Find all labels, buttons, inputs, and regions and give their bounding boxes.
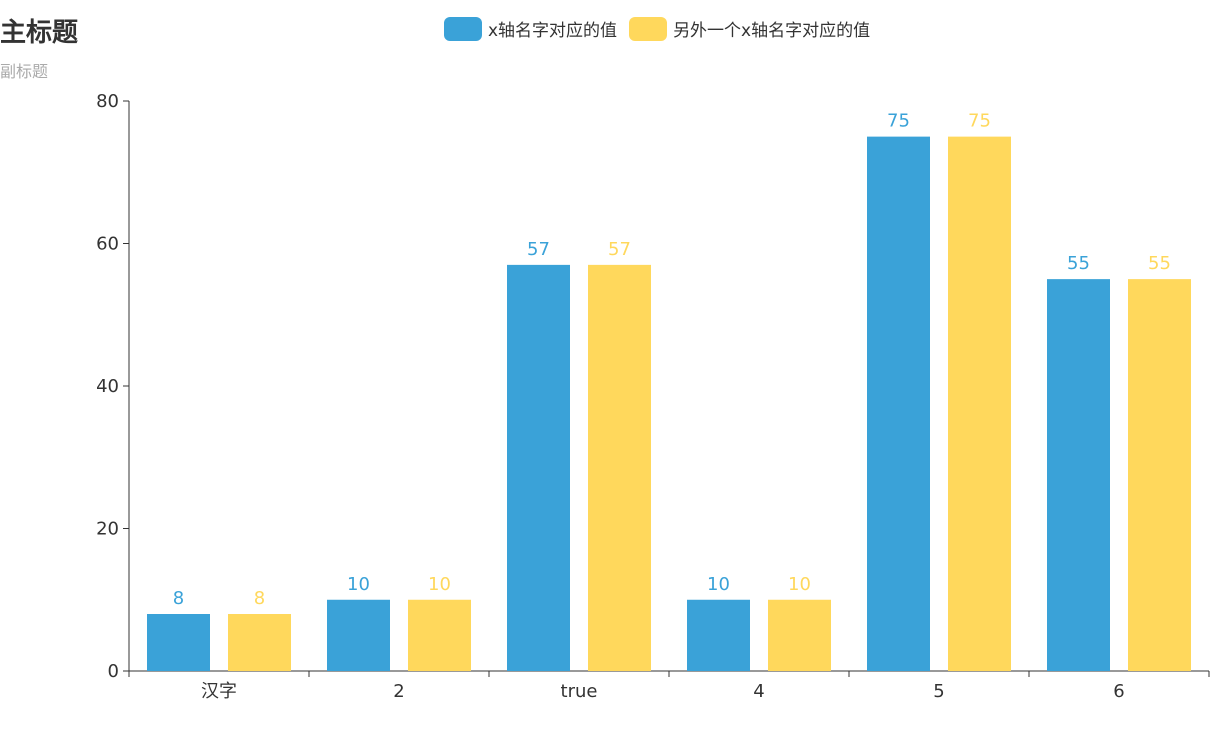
bar-series-1 [687,599,750,671]
x-tick-label: 5 [933,681,944,702]
x-tick-label: 2 [393,681,404,702]
x-tick-label: 4 [753,681,764,702]
legend-swatch-series-2 [629,16,668,41]
chart-title: 主标题 [0,18,79,48]
data-label-series-2: 57 [608,239,631,260]
bar-series-2 [228,614,291,671]
y-tick-label: 20 [96,519,119,540]
data-label-series-1: 75 [887,111,910,132]
legend-item-series-1[interactable]: x轴名字对应的值 [444,16,617,41]
x-tick-label: 6 [1113,681,1124,702]
data-label-series-2: 55 [1148,253,1171,274]
legend-item-series-2[interactable]: 另外一个x轴名字对应的值 [629,16,870,41]
legend: x轴名字对应的值 另外一个x轴名字对应的值 [444,16,870,41]
bar-series-1 [1047,279,1110,671]
chart-subtitle: 副标题 [0,62,49,81]
bar-series-2 [948,136,1011,671]
data-label-series-2: 10 [788,574,811,595]
legend-swatch-series-1 [444,16,482,41]
bar-series-1 [147,614,210,671]
data-label-series-2: 75 [968,111,991,132]
y-tick-label: 0 [108,661,119,682]
bar-series-2 [768,599,831,671]
bar-series-2 [588,264,651,671]
data-label-series-1: 10 [707,574,730,595]
bar-series-1 [507,264,570,671]
legend-label-series-1: x轴名字对应的值 [488,21,618,41]
bar-series-2 [1128,279,1191,671]
data-label-series-2: 8 [254,588,265,609]
data-label-series-1: 57 [527,239,550,260]
data-label-series-1: 10 [347,574,370,595]
bar-series-1 [867,136,930,671]
bar-series-1 [327,599,390,671]
data-label-series-1: 8 [173,588,184,609]
y-tick-label: 40 [96,376,119,397]
y-tick-label: 60 [96,234,119,255]
x-tick-label: 汉字 [201,681,237,702]
data-label-series-1: 55 [1067,253,1090,274]
bar-series-2 [408,599,471,671]
y-tick-label: 80 [96,91,119,112]
data-label-series-2: 10 [428,574,451,595]
x-tick-label: true [561,681,598,702]
legend-label-series-2: 另外一个x轴名字对应的值 [673,21,871,41]
